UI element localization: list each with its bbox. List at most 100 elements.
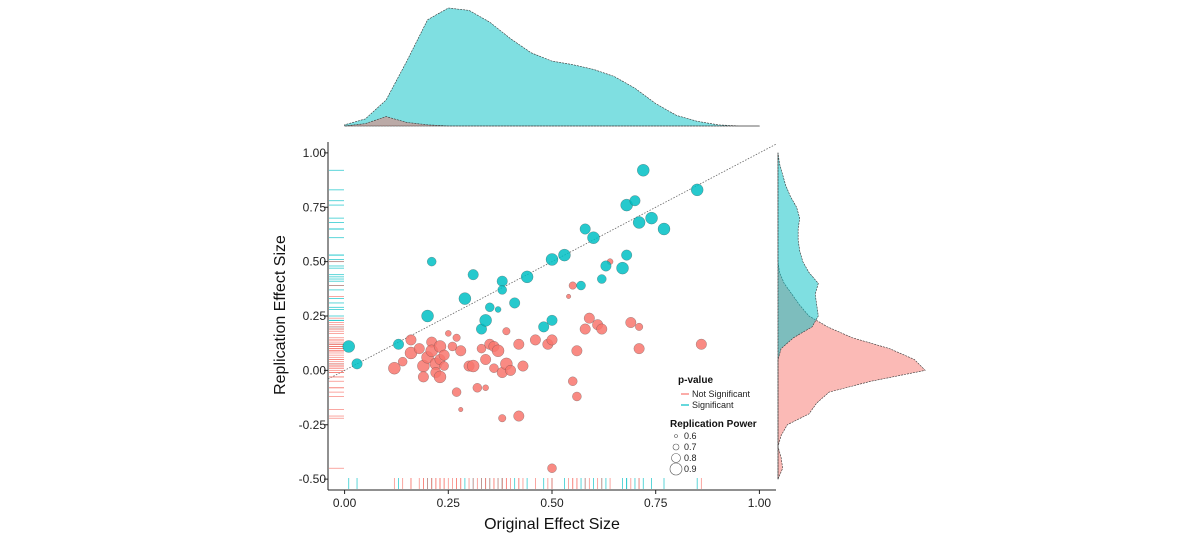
point-not-significant [579,323,591,335]
point-not-significant [445,330,452,337]
y-axis-title: Replication Effect Size [272,235,289,395]
point-significant [342,340,355,353]
legend-size-label-0-7: 0.7 [684,442,697,452]
point-not-significant [572,391,582,402]
y-tick-label: 0.00 [303,363,327,377]
point-significant [467,269,479,281]
point-not-significant [583,312,595,324]
point-significant [351,358,363,370]
y-tick-label: -0.50 [299,472,327,486]
point-not-significant [405,334,417,346]
point-not-significant [417,371,429,383]
point-not-significant [438,349,450,361]
point-not-significant [517,360,529,372]
point-significant [546,314,558,326]
point-significant [632,216,646,229]
point-significant [579,223,591,235]
point-not-significant [491,344,505,358]
point-significant [545,253,559,266]
point-not-significant [566,293,572,299]
legend-size-label-0-6: 0.6 [684,431,697,441]
point-not-significant [397,356,408,367]
scatter-points [342,164,707,473]
legend-size-label-0-9: 0.9 [684,464,697,474]
point-not-significant [439,361,449,371]
y-tick-label: 1.00 [303,146,327,160]
point-not-significant [482,384,489,392]
x-tick-label: 0.50 [540,496,564,510]
point-not-significant [596,323,608,335]
point-not-significant [452,333,461,342]
point-significant [657,222,671,236]
point-significant [520,270,534,284]
point-not-significant [466,359,480,373]
point-significant [538,321,550,333]
y-tick-label: 0.50 [303,255,327,269]
point-not-significant [571,345,583,357]
x-axis-title: Original Effect Size [484,516,620,533]
point-significant [496,275,508,287]
point-not-significant [447,341,458,352]
legend-size-key [671,453,681,463]
point-significant [485,302,495,313]
y-tick-label: 0.25 [303,309,327,323]
point-significant [576,280,586,291]
point-not-significant [513,410,525,422]
point-not-significant [529,334,541,346]
marginal-density-x [344,7,760,127]
point-not-significant [498,414,507,423]
x-tick-label: 0.00 [333,496,357,510]
x-tick-label: 0.75 [644,496,668,510]
legend: p-value Not Significant Significant Repl… [669,375,757,476]
point-not-significant [476,343,487,354]
legend-size-label-0-8: 0.8 [684,453,697,463]
point-not-significant [625,317,637,329]
legend-size-title: Replication Power [670,419,757,430]
marginal-density-y [777,152,926,480]
point-not-significant [546,334,558,346]
point-significant [558,248,571,262]
point-significant [587,231,600,244]
point-not-significant [472,383,483,393]
point-not-significant [505,364,517,376]
point-not-significant [458,407,464,413]
point-significant [426,256,437,267]
point-significant [479,314,492,327]
point-not-significant [388,361,401,375]
point-not-significant [502,327,511,336]
point-not-significant [513,338,525,350]
point-significant [458,292,472,305]
point-not-significant [695,338,707,350]
point-significant [616,261,629,275]
point-not-significant [433,370,447,384]
point-significant [600,260,612,272]
point-not-significant [413,343,425,355]
point-not-significant [547,463,557,473]
density-x-not-significant [344,116,760,127]
x-tick-label: 0.25 [437,496,461,510]
legend-label-not-significant: Not Significant [692,389,751,399]
point-significant [509,297,521,309]
point-not-significant [568,281,577,290]
point-not-significant [455,345,467,357]
point-significant [645,211,658,225]
point-significant [629,195,641,207]
point-not-significant [633,343,645,355]
legend-size-key [669,462,683,476]
legend-size-key [672,443,680,451]
density-y-significant [777,152,819,480]
legend-label-significant: Significant [692,400,734,410]
point-not-significant [489,363,499,373]
point-significant [597,274,607,284]
point-significant [690,183,704,197]
legend-size-keys [669,434,683,476]
point-not-significant [451,387,462,397]
point-not-significant [635,322,644,331]
y-tick-label: -0.25 [299,418,327,432]
point-not-significant [480,354,492,365]
point-not-significant [567,376,578,386]
rug-marks [329,169,702,489]
point-significant [494,306,502,313]
legend-size-key [674,434,678,438]
